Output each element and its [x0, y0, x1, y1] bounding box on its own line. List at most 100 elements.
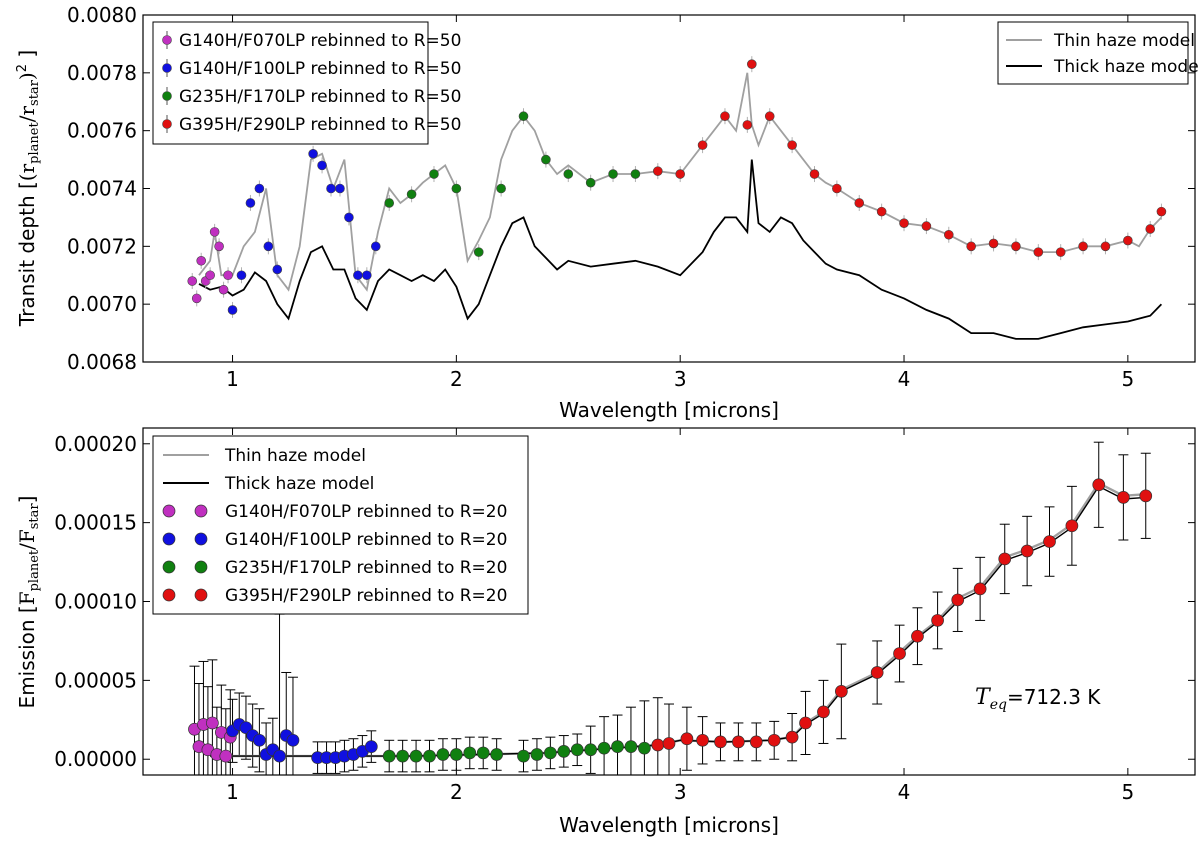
transit-x-tick-label: 5 [1121, 367, 1134, 391]
emission-data-point [799, 716, 812, 730]
transit-depth-panel: 1 2 3 4 5 0.0068 0.0070 0.0072 0.0074 0.0076 0.007… [15, 3, 1200, 422]
transit-data-point [227, 305, 238, 315]
emission-data-point [638, 741, 651, 755]
legend-label: G140H/F100LP rebinned to R=20 [225, 530, 507, 550]
legend-label: G140H/F100LP rebinned to R=50 [179, 59, 461, 79]
legend-marker [194, 532, 208, 546]
emission-legend-box [152, 435, 529, 615]
transit-data-point [742, 120, 753, 130]
emission-data-point [749, 735, 763, 749]
emission-data-point [951, 593, 965, 607]
transit-data-point [344, 212, 354, 223]
transit-data-point [1011, 241, 1021, 252]
emission-data-point [1020, 544, 1034, 558]
transit-legend-box [152, 21, 429, 145]
legend-label: G140H/F070LP rebinned to R=50 [179, 31, 461, 51]
emission-x-tick-label: 2 [450, 780, 463, 804]
transit-data-point [697, 140, 708, 150]
transit-y-label-sup: 2 [15, 64, 30, 72]
legend-label: Thin haze model [224, 446, 366, 466]
emission-y-label-bracket-close: ] [15, 496, 39, 504]
emission-y-label-sub2: star [27, 503, 42, 530]
transit-data-point [335, 183, 345, 194]
transit-data-point [764, 111, 775, 122]
transit-data-point [263, 241, 274, 252]
emission-data-point [893, 647, 906, 660]
transit-data-point [191, 293, 202, 304]
transit-y-tick-label: 0.0074 [67, 177, 137, 201]
transit-data-point [370, 241, 381, 252]
legend-label: G140H/F070LP rebinned to R=20 [225, 502, 507, 522]
emission-y-label-bracket-open: [ [15, 605, 39, 613]
transit-y-tick-label: 0.0070 [67, 292, 137, 316]
emission-data-point [662, 737, 676, 750]
emission-data-point [396, 749, 409, 763]
emission-y-label-sub1: planet [27, 549, 42, 591]
legend-marker [162, 63, 172, 73]
emission-data-point [1043, 535, 1056, 548]
emission-y-tick-label: 0.00000 [54, 747, 137, 771]
transit-data-point [362, 270, 372, 281]
legend-label: G395H/F290LP rebinned to R=50 [179, 115, 461, 135]
transit-data-point [1100, 241, 1111, 252]
legend-label: Thin haze model [1053, 31, 1195, 51]
thick-haze-model-line [198, 159, 1163, 340]
transit-y-label-end: ) [15, 72, 39, 80]
emission-data-points [188, 478, 1153, 765]
emission-data-point [973, 582, 987, 596]
emission-data-point [584, 743, 598, 757]
transit-data-point [653, 166, 663, 176]
emission-x-tick-label: 3 [674, 780, 687, 804]
transit-data-point [317, 160, 327, 171]
transit-data-point [245, 198, 256, 208]
emission-data-point [530, 748, 544, 761]
transit-data-point [809, 169, 820, 179]
transit-data-point [187, 276, 198, 286]
teq-suffix: =712.3 K [1007, 685, 1101, 709]
transit-data-point [832, 183, 842, 194]
transit-data-point [218, 284, 229, 295]
transit-y-label-mid: /r [15, 106, 39, 123]
transit-y-tick-label: 0.0072 [67, 234, 137, 258]
emission-data-point [785, 730, 799, 744]
teq-sub: eq [990, 697, 1007, 713]
emission-data-point [557, 744, 571, 758]
emission-x-tick-label: 5 [1121, 780, 1134, 804]
emission-data-point [364, 740, 378, 753]
transit-y-label-bracket-close: ] [15, 50, 39, 64]
emission-data-point [767, 733, 781, 747]
transit-data-point [854, 198, 865, 208]
emission-data-point [834, 685, 848, 698]
emission-data-point [624, 740, 638, 753]
emission-x-axis-label: Wavelength [microns] [559, 813, 779, 837]
emission-data-point [714, 735, 727, 749]
transit-data-point [630, 169, 641, 179]
legend-marker [162, 35, 172, 45]
legend-marker [162, 560, 176, 574]
emission-data-point [911, 629, 924, 643]
emission-y-tick-label: 0.00015 [54, 511, 137, 535]
transit-data-point [585, 177, 596, 188]
emission-panel: 1 2 3 4 5 0.00000 0.00005 0.00010 0.00015 0.00020… [15, 427, 1196, 837]
transit-data-point [966, 241, 976, 252]
transit-data-point [541, 154, 551, 165]
transit-data-point [1055, 247, 1066, 257]
transit-y-tick-label: 0.0068 [67, 350, 137, 374]
transit-legend-models: Thin haze model Thick haze model [997, 21, 1200, 85]
transit-data-point [429, 169, 439, 179]
emission-x-tick-label: 4 [898, 780, 911, 804]
emission-data-point [423, 749, 436, 763]
transit-y-tick-label: 0.0080 [67, 3, 137, 27]
emission-data-point [1092, 478, 1106, 492]
emission-data-point [219, 749, 233, 763]
transit-data-point [196, 255, 206, 266]
transit-data-point [473, 247, 484, 257]
transit-data-point [406, 189, 417, 200]
emission-legend: Thin haze model Thick haze model G140H/F07… [152, 435, 529, 615]
transit-data-point [943, 229, 954, 240]
legend-marker [162, 91, 172, 101]
emission-data-point [382, 749, 396, 763]
transit-legend-points: G140H/F070LP rebinned to R=50 G140H/F100L… [152, 21, 461, 145]
legend-label: G395H/F290LP rebinned to R=20 [225, 586, 507, 606]
